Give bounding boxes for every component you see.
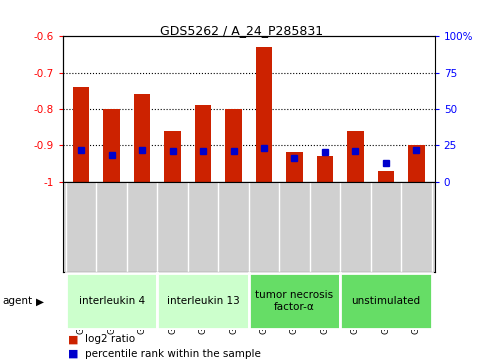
Bar (134, 94, 150, 182)
Text: ■: ■ (68, 334, 78, 344)
FancyBboxPatch shape (157, 273, 249, 329)
Bar (103, 109, 120, 182)
Bar (225, 109, 242, 182)
Text: interleukin 13: interleukin 13 (167, 296, 240, 306)
Text: unstimulated: unstimulated (351, 296, 421, 306)
Bar (286, 152, 303, 182)
FancyBboxPatch shape (66, 273, 157, 329)
FancyBboxPatch shape (249, 273, 340, 329)
Text: agent: agent (2, 296, 32, 306)
Text: ■: ■ (68, 349, 78, 359)
Text: log2 ratio: log2 ratio (85, 334, 135, 344)
Text: percentile rank within the sample: percentile rank within the sample (85, 349, 260, 359)
Bar (316, 156, 333, 182)
Bar (164, 131, 181, 182)
Text: tumor necrosis
factor-α: tumor necrosis factor-α (256, 290, 334, 312)
Text: GDS5262 / A_24_P285831: GDS5262 / A_24_P285831 (160, 24, 323, 37)
Bar (195, 105, 212, 182)
Bar (73, 87, 89, 182)
Bar (347, 131, 364, 182)
Text: ▶: ▶ (36, 296, 44, 306)
Bar (378, 171, 394, 182)
FancyBboxPatch shape (340, 273, 432, 329)
Bar (408, 145, 425, 182)
Text: interleukin 4: interleukin 4 (79, 296, 144, 306)
Bar (256, 47, 272, 182)
